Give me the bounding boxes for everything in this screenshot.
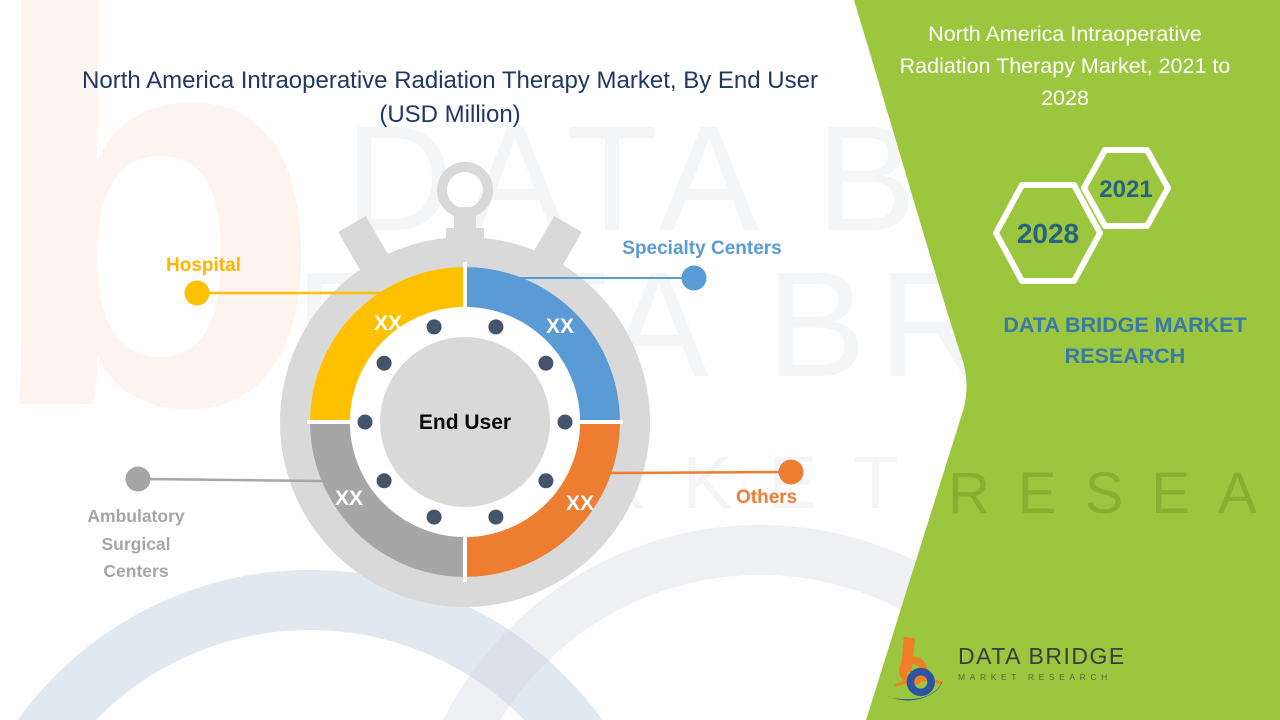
segment-specialty-centers <box>464 267 620 423</box>
others-callout-dot <box>778 459 804 485</box>
segment-others <box>464 421 620 577</box>
green-panel-shape <box>854 0 1280 720</box>
data-bridge-logo-icon <box>885 636 943 701</box>
label-specialty-centers: Specialty Centers <box>622 238 782 259</box>
brand-logo: DATA BRIDGE MARKET RESEARCH <box>884 630 1126 702</box>
others-callout-line <box>610 470 792 475</box>
logo-brand-text: DATA BRIDGE <box>958 643 1126 669</box>
ambulatory-value-label: XX <box>335 487 363 510</box>
segment-ambulatory-surgical-centers <box>310 421 466 577</box>
specialty-callout-dot <box>681 265 707 291</box>
specialty-value-label: XX <box>546 315 574 338</box>
logo-tagline-text: MARKET RESEARCH <box>958 672 1112 682</box>
callouts <box>125 265 804 492</box>
chart-center-label: End User <box>419 411 511 434</box>
year-badge-2021-hexagon <box>1081 147 1171 229</box>
ambulatory-callout-line <box>144 477 323 483</box>
panel-watermark-text: RESEARCH <box>948 461 1280 526</box>
logo-orange-swoosh <box>894 678 943 688</box>
stopwatch-left-button-icon <box>338 215 388 271</box>
page-title: North America Intraoperative Radiation T… <box>82 67 818 128</box>
watermark-ring-left <box>17 570 603 720</box>
clock-tick-dots <box>357 319 573 525</box>
hospital-callout-dot <box>184 280 210 306</box>
label-others: Others <box>736 487 798 508</box>
hospital-value-label: XX <box>374 312 402 335</box>
segment-hospital <box>310 267 466 423</box>
others-value-label: XX <box>566 492 594 515</box>
stopwatch-body-ring <box>280 237 650 607</box>
year-badge-2028-text: 2028 <box>1017 218 1079 249</box>
label-hospital: Hospital <box>166 255 241 276</box>
label-ambulatory-surgical-centers: Ambulatory Surgical Centers <box>87 506 185 581</box>
ambulatory-callout-dot <box>125 466 151 492</box>
center-hub <box>380 337 550 507</box>
logo-blue-bowl <box>906 667 935 697</box>
watermark-ring-right <box>443 525 1077 720</box>
brand-text: DATA BRIDGE MARKET RESEARCH <box>1003 313 1247 368</box>
panel-title: North America Intraoperative Radiation T… <box>899 22 1231 110</box>
year-badge-2021-text: 2021 <box>1099 176 1152 203</box>
segment-separators <box>307 262 623 582</box>
logo-blue-swoosh <box>885 680 943 701</box>
year-badge-2028-hexagon <box>993 182 1103 284</box>
watermark-letter-b: b <box>0 0 325 523</box>
